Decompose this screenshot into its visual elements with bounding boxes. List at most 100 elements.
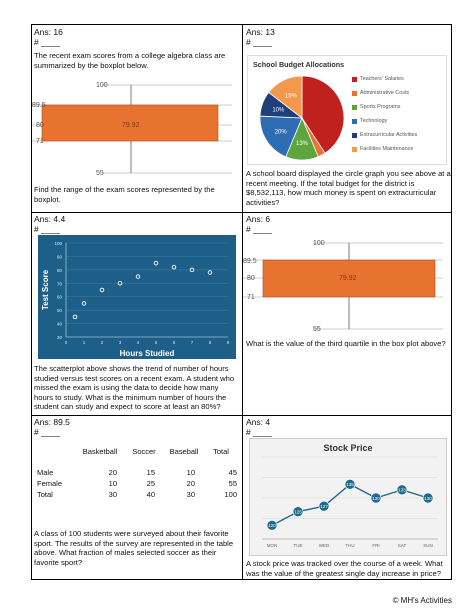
q1-label: 71 bbox=[36, 138, 44, 145]
header-cell: Baseball bbox=[169, 447, 199, 456]
median-label: 80 bbox=[247, 275, 255, 282]
answer-label: Ans: 4.4 bbox=[34, 214, 66, 224]
mean-label: 79.92 bbox=[122, 122, 140, 129]
x-tick-label: 7 bbox=[191, 340, 194, 345]
table-cell: 20 bbox=[186, 479, 195, 488]
legend-item: Facilities Maintenance bbox=[352, 142, 448, 156]
legend-label: Facilities Maintenance bbox=[360, 146, 414, 152]
data-label: 125 bbox=[294, 509, 302, 514]
x-axis-title: Hours Studied bbox=[120, 349, 175, 358]
table-cell: 55 bbox=[228, 479, 237, 488]
data-point bbox=[370, 492, 382, 504]
header-cell: Basketball bbox=[82, 447, 118, 456]
boxplot-4: 100 89.5 80 71 55 79.92 bbox=[243, 240, 443, 333]
table-cell: 25 bbox=[146, 479, 155, 488]
answer-label: Ans: 13 bbox=[246, 27, 275, 37]
legend-label: Sports Programs bbox=[360, 104, 401, 110]
table-cell: 30 bbox=[186, 490, 195, 499]
question-text: The scatterplot above shows the trend of… bbox=[34, 364, 235, 412]
x-tick-label: THU bbox=[345, 543, 354, 548]
footer-credit: © MH's Activities bbox=[392, 596, 452, 605]
x-tick-label: 2 bbox=[101, 340, 104, 345]
row-divider bbox=[32, 415, 451, 416]
q3-label: 89.5 bbox=[243, 258, 257, 265]
row-label: Male bbox=[37, 468, 54, 477]
table-cell: 30 bbox=[108, 490, 117, 499]
pie-chart-frame: School Budget Allocations 13% 20% 10% 15% T… bbox=[247, 55, 447, 165]
legend-label: Teachers' Salaries bbox=[360, 76, 404, 82]
data-point bbox=[344, 479, 356, 490]
x-tick-label: 4 bbox=[137, 340, 140, 345]
q3-label: 89.5 bbox=[32, 102, 46, 109]
table-row: Male 20 15 10 45 bbox=[37, 467, 237, 478]
x-tick-label: MON bbox=[267, 543, 278, 548]
legend-swatch bbox=[352, 104, 357, 110]
header-cell bbox=[37, 446, 75, 457]
scatter-point bbox=[135, 274, 141, 279]
data-label: 133 bbox=[398, 488, 406, 493]
scatter-point bbox=[207, 270, 213, 275]
x-tick-label: SUN bbox=[423, 543, 433, 548]
x-tick-label: SAT bbox=[398, 543, 407, 548]
y-tick-label: 40 bbox=[57, 322, 63, 327]
x-tick-label: FRI bbox=[372, 543, 379, 548]
table-row: Female 10 25 20 55 bbox=[37, 478, 237, 489]
line-chart: Stock Price 120 MON 125 TUE 127 WED 135 THU 130 FR… bbox=[262, 443, 438, 548]
table-cell: 15 bbox=[146, 468, 155, 477]
question-text: What is the value of the third quartile … bbox=[246, 339, 446, 348]
table-cell: 40 bbox=[146, 490, 155, 499]
question-intro: The recent exam scores from a college al… bbox=[34, 51, 226, 70]
table-cell: 20 bbox=[108, 468, 117, 477]
data-label: 127 bbox=[320, 504, 328, 509]
question-cell-5: Ans: 89.5 # ____ Basketball Soccer Baseb… bbox=[32, 416, 242, 580]
q1-label: 71 bbox=[247, 294, 255, 301]
x-tick-label: 1 bbox=[83, 340, 86, 345]
table-cell: 100 bbox=[224, 490, 237, 499]
pie-slice bbox=[259, 115, 303, 158]
row-label: Total bbox=[37, 490, 53, 499]
scatter-point bbox=[99, 287, 105, 293]
table-row: Total 30 40 30 100 bbox=[37, 489, 237, 500]
header-cell: Soccer bbox=[132, 447, 156, 456]
question-text: A stock price was tracked over the cours… bbox=[246, 559, 443, 578]
data-point bbox=[292, 506, 304, 517]
scatter-point bbox=[117, 281, 123, 286]
max-label: 100 bbox=[96, 82, 108, 89]
legend-item: Administrative Costs bbox=[352, 86, 448, 100]
survey-table: Basketball Soccer Baseball Total Male 20… bbox=[37, 446, 237, 500]
table-cell: 45 bbox=[228, 468, 237, 477]
scatter-point bbox=[72, 314, 78, 320]
min-label: 55 bbox=[313, 326, 321, 333]
table-cell: 10 bbox=[108, 479, 117, 488]
legend-item: Sports Programs bbox=[352, 100, 448, 114]
pie-chart: 13% 20% 10% 15% bbox=[259, 75, 345, 161]
column-divider bbox=[242, 25, 243, 579]
legend-label: Extracurricular Activities bbox=[360, 132, 418, 138]
legend-item: Extracurricular Activities bbox=[352, 128, 448, 142]
box bbox=[41, 104, 219, 142]
pie-legend: Teachers' Salaries Administrative Costs Sp… bbox=[352, 72, 448, 156]
y-tick-label: 90 bbox=[57, 254, 63, 259]
slice-label: 10% bbox=[272, 107, 285, 113]
data-point bbox=[266, 520, 278, 531]
data-label: 120 bbox=[268, 523, 276, 528]
y-axis-title: Test Score bbox=[41, 269, 50, 310]
scatter-point bbox=[153, 260, 159, 266]
row-label: Female bbox=[37, 479, 63, 488]
answer-label: Ans: 4 bbox=[246, 417, 271, 427]
question-text: A class of 100 students were surveyed ab… bbox=[34, 529, 234, 567]
pie-slice bbox=[268, 75, 303, 119]
question-text: Find the range of the exam scores repres… bbox=[34, 185, 215, 204]
slice-label: 20% bbox=[275, 129, 288, 135]
scatter-point bbox=[171, 264, 177, 270]
legend-swatch bbox=[352, 132, 357, 138]
y-tick-label: 60 bbox=[57, 295, 63, 300]
question-cell-4: Ans: 6 # ____ 100 89.5 80 71 55 79.92 Wh… bbox=[243, 213, 453, 415]
min-label: 55 bbox=[96, 170, 104, 177]
x-tick-label: 0 bbox=[65, 340, 68, 345]
row-divider bbox=[32, 212, 451, 213]
chart-title: Stock Price bbox=[323, 443, 372, 453]
question-number: # ____ bbox=[34, 427, 60, 437]
mean-label: 79.92 bbox=[339, 275, 357, 282]
scatter-point bbox=[189, 267, 195, 273]
